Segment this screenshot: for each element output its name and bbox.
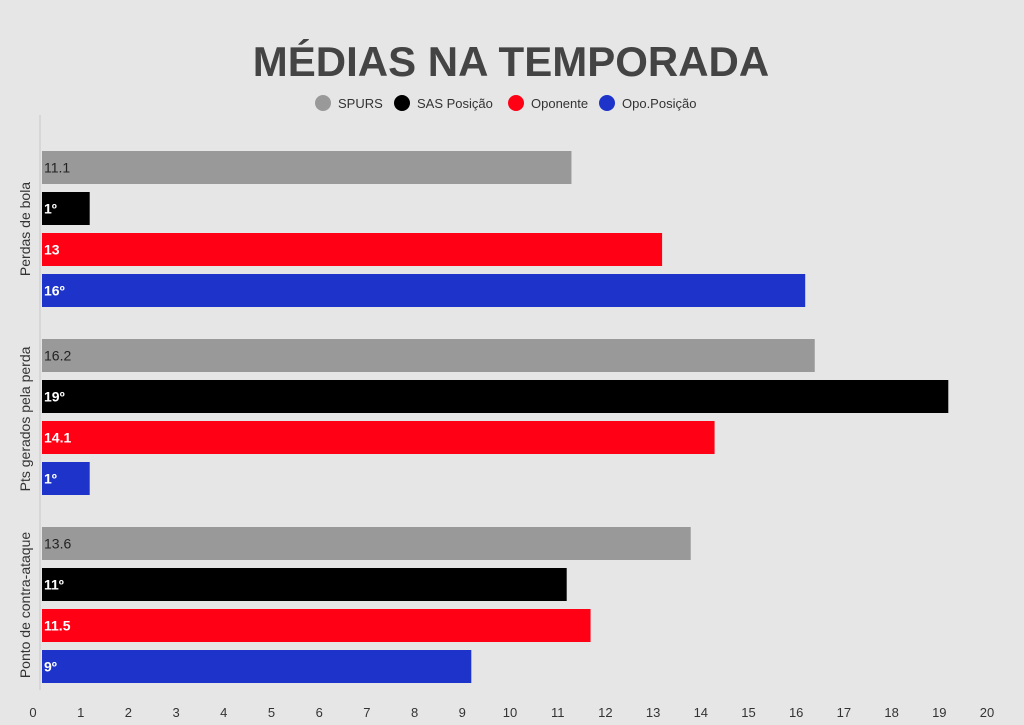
bar-value-label: 16.2 [44,348,71,364]
x-tick-label: 20 [980,705,994,720]
bar-value-label: 13 [44,242,60,258]
legend-label-2: Oponente [531,96,588,111]
x-tick-label: 14 [694,705,708,720]
legend-marker-3 [599,95,615,111]
bar-value-label: 14.1 [44,430,71,446]
bar-value-label: 19º [44,389,65,405]
legend-marker-1 [394,95,410,111]
x-tick-label: 10 [503,705,517,720]
chart-title: MÉDIAS NA TEMPORADA [253,38,769,85]
bar [42,650,472,683]
legend-label-0: SPURS [338,96,383,111]
x-tick-label: 13 [646,705,660,720]
x-tick-label: 8 [411,705,418,720]
bar [42,192,90,225]
bars: 11.1 1º 13 16º 16.2 19º 14.1 1º 13.6 11º 11.5 9º [42,151,949,683]
legend: SPURS SAS Posição Oponente Opo.Posição [315,95,696,111]
x-tick-label: 0 [29,705,36,720]
bar [42,380,949,413]
x-tick-label: 16 [789,705,803,720]
bar [42,339,815,372]
x-tick-label: 15 [741,705,755,720]
bar-value-label: 1º [44,471,57,487]
x-tick-label: 9 [459,705,466,720]
x-tick-label: 2 [125,705,132,720]
x-tick-label: 19 [932,705,946,720]
bar [42,274,806,307]
x-tick-label: 17 [837,705,851,720]
bar-value-label: 11º [44,577,64,593]
x-tick-label: 12 [598,705,612,720]
bar [42,151,572,184]
legend-marker-2 [508,95,524,111]
x-tick-label: 7 [363,705,370,720]
bar-value-label: 16º [44,283,65,299]
x-tick-label: 3 [172,705,179,720]
category-label: Ponto de contra-ataque [17,532,33,679]
bar [42,462,90,495]
x-tick-label: 6 [316,705,323,720]
x-tick-label: 18 [884,705,898,720]
bar [42,233,663,266]
category-label: Perdas de bola [17,182,33,276]
x-tick-label: 5 [268,705,275,720]
x-tick-label: 11 [551,705,565,720]
bar [42,568,567,601]
legend-label-1: SAS Posição [417,96,493,111]
bar-value-label: 13.6 [44,536,71,552]
x-tick-label: 4 [220,705,227,720]
bar-value-label: 11.1 [44,160,70,176]
bar [42,609,591,642]
bar-value-label: 9º [44,659,57,675]
bar-value-label: 1º [44,201,57,217]
bar [42,421,715,454]
category-label: Pts gerados pela perda [17,346,33,491]
bar-value-label: 11.5 [44,618,71,634]
legend-label-3: Opo.Posição [622,96,696,111]
bar [42,527,691,560]
x-tick-label: 1 [77,705,84,720]
legend-marker-0 [315,95,331,111]
